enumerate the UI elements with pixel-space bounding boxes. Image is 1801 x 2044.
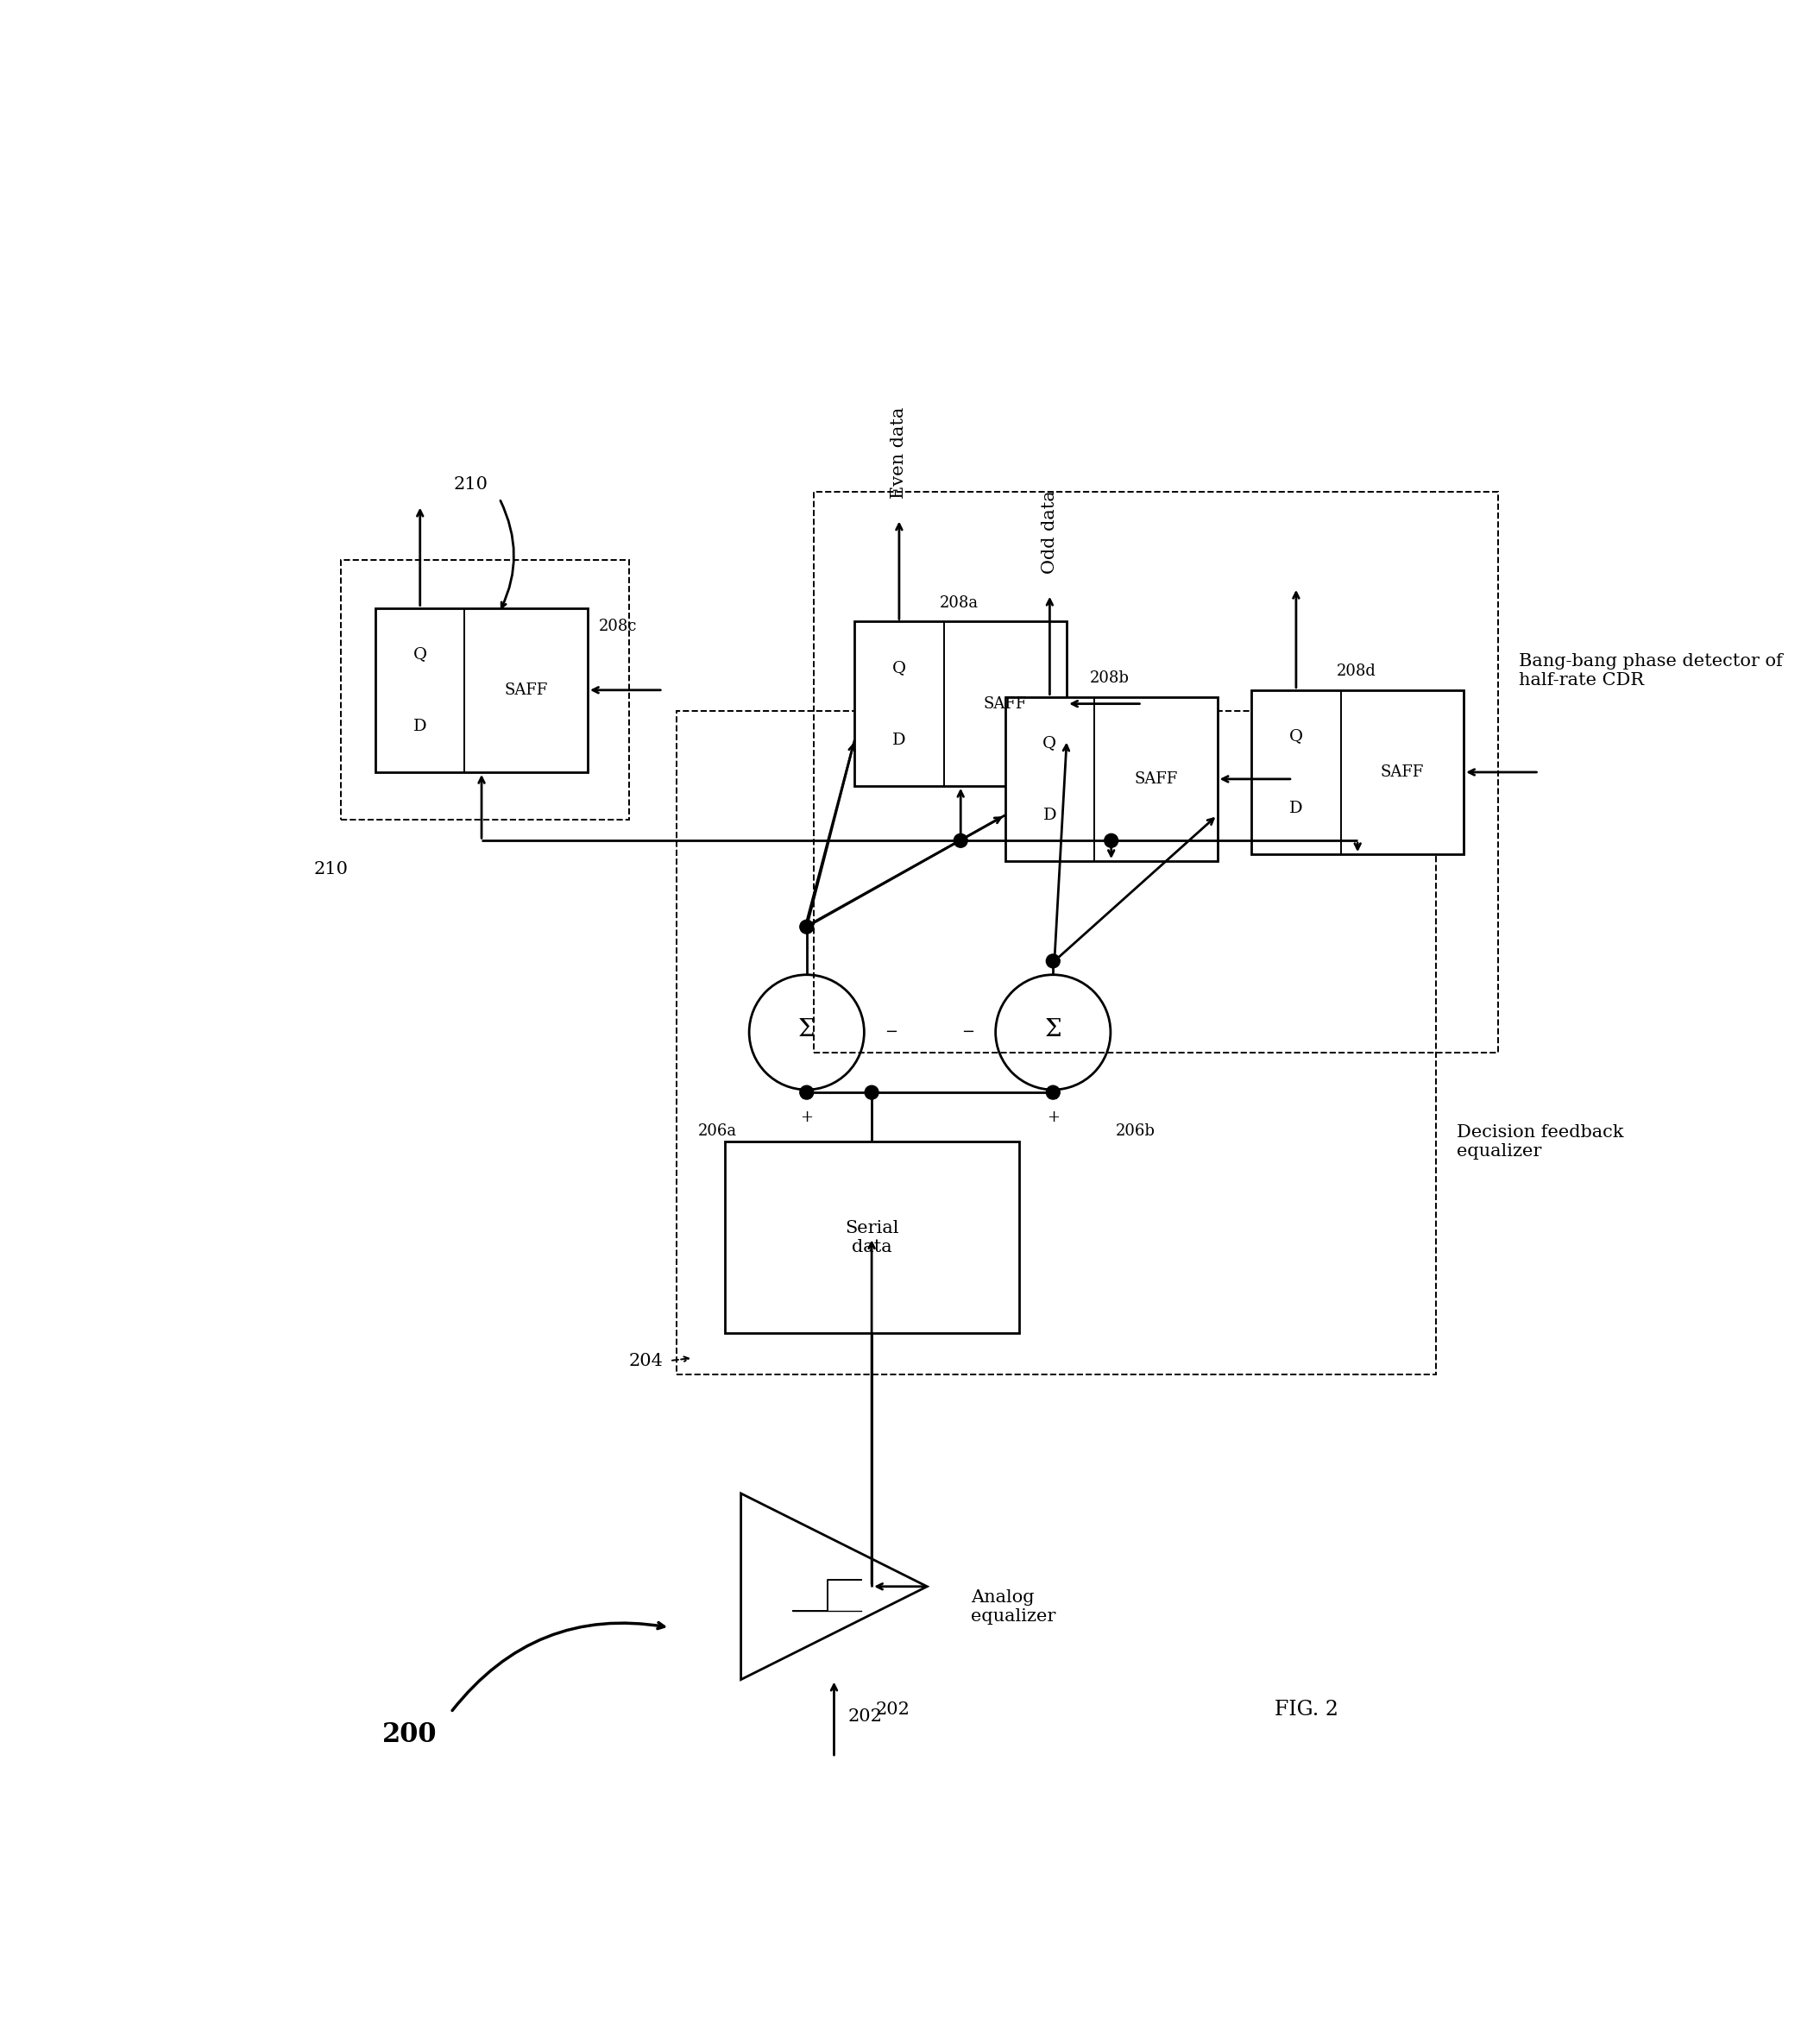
Text: D: D [1290, 801, 1302, 816]
Bar [724, 1143, 1019, 1333]
Bar [854, 621, 1066, 785]
Text: SAFF: SAFF [504, 683, 548, 697]
Text: Q: Q [1290, 728, 1304, 744]
Text: Decision feedback
equalizer: Decision feedback equalizer [1457, 1124, 1625, 1159]
Text: 208c: 208c [598, 619, 638, 634]
Text: Σ: Σ [798, 1018, 816, 1040]
Bar [340, 560, 629, 820]
Circle shape [800, 920, 814, 934]
Circle shape [800, 1085, 814, 1100]
Text: Q: Q [412, 646, 427, 662]
Bar [677, 711, 1437, 1374]
Text: D: D [412, 717, 427, 734]
Bar [375, 607, 587, 773]
Text: Analog
equalizer: Analog equalizer [971, 1590, 1055, 1625]
Text: Q: Q [891, 660, 906, 675]
Circle shape [1046, 1085, 1061, 1100]
Text: 202: 202 [848, 1709, 882, 1725]
Text: 200: 200 [382, 1721, 438, 1748]
Text: Serial
data: Serial data [845, 1220, 899, 1255]
Text: 206a: 206a [699, 1122, 737, 1139]
Text: −: − [884, 1024, 899, 1040]
Text: SAFF: SAFF [1380, 764, 1425, 781]
Text: +: + [1046, 1110, 1059, 1124]
Bar [1005, 697, 1217, 861]
Text: SAFF: SAFF [983, 697, 1027, 711]
Text: 208d: 208d [1336, 664, 1376, 679]
Text: D: D [1043, 807, 1057, 824]
Text: SAFF: SAFF [1135, 771, 1178, 787]
Text: Bang-bang phase detector of
half-rate CDR: Bang-bang phase detector of half-rate CD… [1518, 654, 1783, 689]
Text: 208b: 208b [1090, 670, 1129, 687]
Text: 210: 210 [454, 476, 488, 493]
Text: Σ: Σ [1045, 1018, 1061, 1040]
Text: Q: Q [1043, 736, 1057, 750]
Text: 202: 202 [875, 1701, 910, 1717]
Text: +: + [800, 1110, 812, 1124]
Text: 208a: 208a [940, 595, 978, 611]
Text: Even data: Even data [891, 407, 908, 499]
Text: −: − [962, 1024, 974, 1040]
Text: D: D [891, 732, 906, 748]
Text: 206b: 206b [1115, 1122, 1154, 1139]
Text: Odd data: Odd data [1041, 491, 1057, 574]
Bar [814, 493, 1498, 1053]
Bar [1252, 691, 1464, 854]
Circle shape [1046, 955, 1061, 969]
Text: FIG. 2: FIG. 2 [1275, 1701, 1338, 1719]
Circle shape [1104, 834, 1118, 848]
Circle shape [864, 1085, 879, 1100]
Text: 210: 210 [313, 861, 348, 877]
Text: 204: 204 [629, 1353, 663, 1369]
Circle shape [955, 834, 967, 848]
